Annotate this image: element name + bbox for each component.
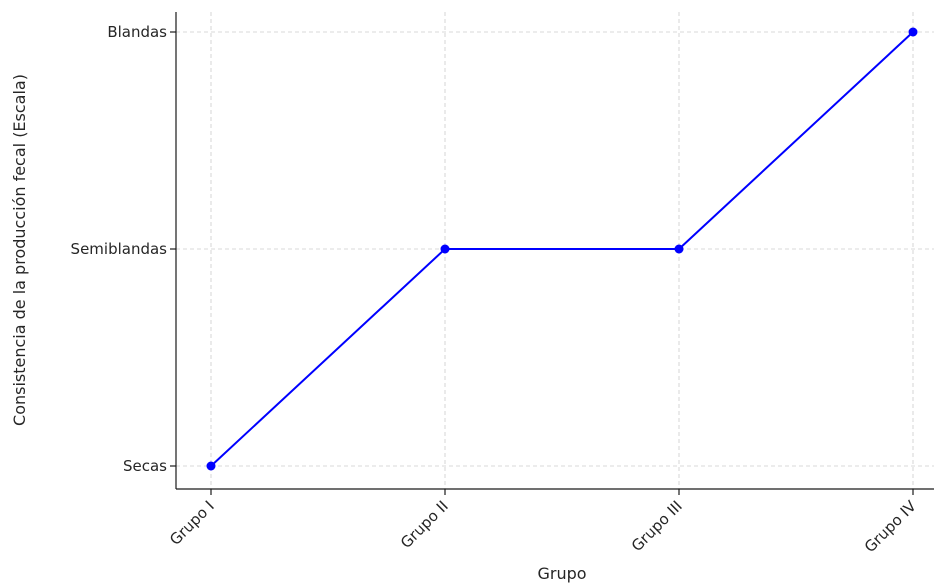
tick-labels: Secas Semiblandas Blandas Grupo I Grupo II Gr… bbox=[71, 23, 921, 556]
y-axis-title: Consistencia de la producción fecal (Esc… bbox=[10, 74, 29, 426]
x-tick-label: Grupo I bbox=[166, 497, 218, 549]
data-point bbox=[440, 244, 450, 254]
y-tick-label: Blandas bbox=[107, 23, 167, 41]
series-line bbox=[210, 31, 914, 467]
grid bbox=[176, 12, 934, 489]
data-point bbox=[206, 461, 216, 471]
x-tick-label: Grupo II bbox=[397, 497, 452, 552]
x-tick-label: Grupo III bbox=[628, 497, 686, 555]
y-tick-label: Secas bbox=[123, 457, 167, 475]
data-point bbox=[674, 244, 684, 254]
axes bbox=[170, 12, 934, 495]
x-axis-title: Grupo bbox=[537, 564, 586, 583]
series bbox=[206, 27, 918, 471]
x-tick-label: Grupo IV bbox=[861, 497, 921, 557]
data-point bbox=[908, 27, 918, 37]
y-tick-label: Semiblandas bbox=[71, 240, 168, 258]
